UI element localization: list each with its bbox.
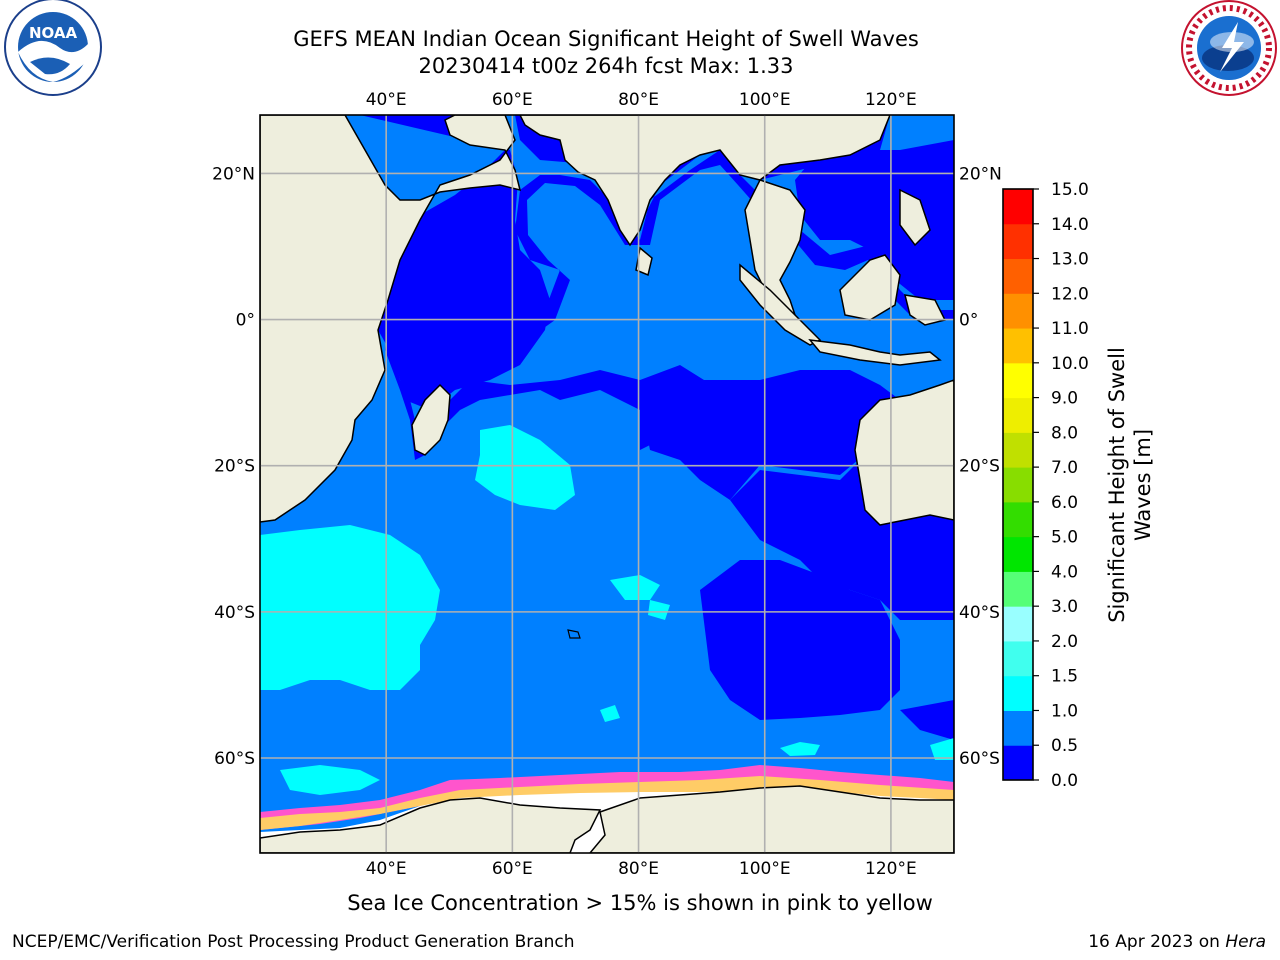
colorbar-swatch	[1003, 501, 1033, 538]
lat-tick-right: 20°N	[959, 164, 1002, 184]
lon-tick-bottom: 80°E	[618, 859, 659, 879]
lat-tick-left: 0°	[236, 311, 255, 331]
colorbar-swatch	[1003, 606, 1033, 642]
colorbar-label-line1: Significant Height of Swell	[1105, 347, 1129, 623]
lat-tick-left: 40°S	[214, 603, 255, 623]
lon-tick-bottom: 40°E	[366, 859, 407, 879]
colorbar-tick-label: 7.0	[1051, 458, 1078, 478]
colorbar-swatch	[1003, 362, 1033, 399]
colorbar-tick-label: 3.0	[1051, 597, 1078, 617]
colorbar-swatch	[1003, 675, 1033, 711]
colorbar-swatch	[1003, 223, 1033, 260]
colorbar-swatch	[1003, 640, 1033, 677]
lon-tick-top: 40°E	[366, 90, 407, 110]
land-masses	[260, 115, 954, 853]
swell-field	[260, 115, 954, 853]
run-date-text: 16 Apr 2023 on	[1088, 932, 1226, 952]
lat-tick-right: 60°S	[959, 749, 1000, 769]
colorbar-swatch	[1003, 293, 1033, 329]
noaa-logo-text: NOAA	[29, 24, 78, 42]
lat-tick-left: 20°N	[212, 164, 255, 184]
nws-logo	[1181, 0, 1277, 96]
colorbar-tick-label: 12.0	[1051, 284, 1089, 304]
colorbar: 0.0 0.5 1.0 1.5 2.0 3.0 4.0 5.0 6.0 7.0 8.0 9.0 10.0…	[1002, 180, 1089, 791]
colorbar-swatch	[1003, 467, 1033, 503]
colorbar-tick-label: 0.5	[1051, 736, 1078, 756]
colorbar-tick-label: 0.0	[1051, 771, 1078, 791]
colorbar-label: Significant Height of Swell Waves [m]	[1104, 347, 1156, 623]
colorbar-tick-label: 13.0	[1051, 250, 1089, 270]
sea-ice-caption: Sea Ice Concentration > 15% is shown in …	[347, 891, 933, 915]
lon-tick-top: 60°E	[492, 90, 533, 110]
colorbar-swatch	[1003, 571, 1033, 607]
lat-tick-right: 40°S	[959, 603, 1000, 623]
map-subtitle: 20230414 t00z 264h fcst Max: 1.33	[418, 54, 794, 78]
colorbar-tick-label: 10.0	[1051, 354, 1089, 374]
lon-tick-bottom: 60°E	[492, 859, 533, 879]
colorbar-label-line2: Waves [m]	[1131, 428, 1155, 542]
noaa-logo: NOAA	[4, 0, 102, 96]
colorbar-tick-label: 2.0	[1051, 632, 1078, 652]
colorbar-swatch	[1003, 189, 1033, 225]
colorbar-tick-label: 6.0	[1051, 493, 1078, 513]
map-title: GEFS MEAN Indian Ocean Significant Heigh…	[293, 27, 919, 51]
colorbar-swatch	[1003, 397, 1033, 433]
colorbar-swatch	[1003, 536, 1033, 572]
lat-tick-right: 20°S	[959, 457, 1000, 477]
colorbar-tick-label: 15.0	[1051, 180, 1089, 200]
colorbar-swatch	[1003, 710, 1033, 746]
colorbar-tick-label: 9.0	[1051, 389, 1078, 409]
kerguelen-island	[567, 629, 581, 639]
lon-tick-bottom: 120°E	[865, 859, 917, 879]
colorbar-tick-label: 14.0	[1051, 215, 1089, 235]
run-date: 16 Apr 2023 on Hera	[1088, 932, 1266, 952]
lon-tick-bottom: 100°E	[739, 859, 791, 879]
colorbar-tick-label: 5.0	[1051, 528, 1078, 548]
lon-tick-top: 100°E	[739, 90, 791, 110]
lon-tick-top: 120°E	[865, 90, 917, 110]
lon-tick-top: 80°E	[618, 90, 659, 110]
colorbar-frame	[1002, 188, 1034, 781]
colorbar-tick-label: 11.0	[1051, 319, 1089, 339]
field-0.0-0.5	[345, 115, 954, 740]
gridlines	[260, 115, 954, 853]
colorbar-swatch	[1003, 745, 1033, 781]
colorbar-tick-label: 1.0	[1051, 701, 1078, 721]
colorbar-swatch	[1003, 258, 1033, 294]
axis-tick-labels: 40°E 40°E 60°E 60°E 80°E 80°E 100°E 100°E 120°E 1…	[212, 90, 1002, 879]
colorbar-tick-label: 8.0	[1051, 423, 1078, 443]
colorbar-tick-label: 1.5	[1051, 667, 1078, 687]
lat-tick-left: 20°S	[214, 457, 255, 477]
colorbar-swatch	[1003, 328, 1033, 364]
lat-tick-left: 60°S	[214, 749, 255, 769]
machine-name: Hera	[1225, 932, 1266, 952]
credit-text: NCEP/EMC/Verification Post Processing Pr…	[12, 932, 575, 952]
field-1.0-1.5	[260, 425, 954, 795]
lat-tick-right: 0°	[959, 311, 978, 331]
colorbar-swatch	[1003, 432, 1033, 468]
map-frame	[259, 114, 955, 854]
colorbar-tick-label: 4.0	[1051, 562, 1078, 582]
